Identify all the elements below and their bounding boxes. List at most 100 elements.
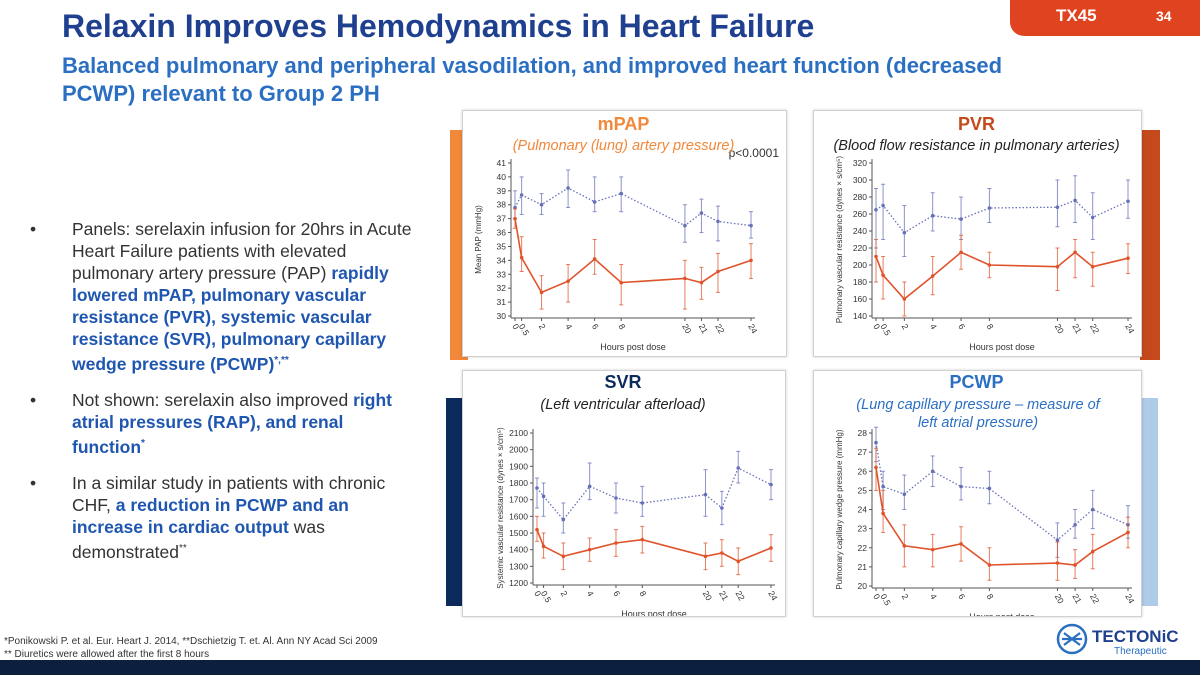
bullet-list: Panels: serelaxin infusion for 20hrs in … (28, 218, 420, 576)
y-tick-label: 33 (497, 269, 507, 279)
data-point (959, 484, 963, 489)
y-tick-label: 2100 (509, 428, 528, 438)
y-tick-label: 200 (853, 260, 867, 270)
pcwp-chart-subtitle: (Lung capillary pressure – measure of le… (856, 397, 1100, 431)
y-tick-label: 1300 (509, 561, 528, 571)
y-tick-label: 240 (853, 226, 867, 236)
data-point (987, 486, 992, 491)
y-tick-label: 37 (497, 214, 507, 224)
page-subtitle: Balanced pulmonary and peripheral vasodi… (62, 53, 1003, 106)
bullet-highlight: * (141, 437, 145, 449)
data-point (987, 563, 992, 567)
y-tick-label: 1900 (509, 461, 528, 471)
y-tick-label: 36 (497, 228, 507, 238)
x-tick-label: 8 (616, 322, 627, 331)
x-axis-label: Hours post dose (969, 612, 1035, 616)
footnote-diuretics: ** Diuretics were allowed after the firs… (4, 649, 210, 660)
data-point (881, 203, 885, 208)
data-point (749, 258, 753, 263)
series-line (875, 467, 1129, 566)
y-tick-label: 32 (497, 283, 507, 293)
data-point (902, 230, 907, 235)
x-tick-label: 4 (585, 589, 596, 598)
data-point (930, 274, 935, 278)
bullet-text: Panels: serelaxin infusion for 20hrs in … (72, 219, 412, 283)
y-axis-label: Systemic vascular resistance (dynes × s/… (496, 427, 505, 589)
data-point (703, 554, 708, 559)
data-point (881, 511, 885, 516)
page-title: Relaxin Improves Hemodynamics in Heart F… (62, 8, 815, 44)
x-tick-label: 8 (985, 322, 996, 331)
pvr-accent-bar (1140, 130, 1160, 360)
bullet-text: Not shown: serelaxin also improved (72, 389, 354, 410)
data-point (959, 217, 963, 221)
data-point (930, 547, 935, 552)
data-point (640, 537, 645, 542)
y-tick-label: 300 (853, 175, 867, 185)
y-tick-label: 26 (858, 466, 868, 476)
data-point (874, 465, 878, 470)
y-tick-label: 22 (858, 543, 868, 553)
data-point (716, 219, 720, 224)
data-point (1090, 549, 1095, 554)
x-tick-label: 21 (1070, 322, 1084, 335)
data-point (1126, 199, 1130, 204)
x-tick-label: 6 (956, 322, 967, 331)
data-point (1055, 561, 1060, 565)
data-point (1090, 215, 1095, 220)
data-point (535, 486, 539, 490)
data-point (541, 544, 546, 549)
x-tick-label: 6 (590, 322, 601, 331)
y-tick-label: 1400 (509, 545, 528, 555)
bullet-text: was demonstrated (72, 516, 325, 562)
bullet-text: ** (179, 542, 187, 554)
data-point (874, 207, 878, 212)
y-tick-label: 39 (497, 186, 507, 196)
mpap-chart-title: mPAP (597, 114, 650, 134)
pcwp-accent-bar (1140, 398, 1158, 606)
y-tick-label: 34 (497, 255, 507, 265)
bottom-bar (0, 660, 1200, 675)
bullet-highlight: *,** (274, 355, 289, 366)
bullet-item: Panels: serelaxin infusion for 20hrs in … (28, 218, 420, 375)
y-tick-label: 28 (858, 428, 868, 438)
data-point (519, 193, 524, 197)
y-tick-label: 2000 (509, 445, 528, 455)
data-point (769, 546, 773, 550)
mpap-chart-panel: 30 31 32 33 34 35 36 37 38 39 40 41 0 0.5 2 4 6 8 20 21 22 24… (462, 110, 787, 357)
x-tick-label: 6 (956, 592, 967, 601)
data-point (699, 211, 704, 215)
series-line (536, 467, 772, 521)
data-point (902, 544, 907, 548)
svr-accent-bar (446, 398, 464, 606)
series-line (514, 218, 752, 294)
series-line (875, 251, 1129, 301)
x-tick-label: 22 (713, 322, 727, 335)
series-line (514, 187, 752, 227)
data-point (1090, 264, 1095, 269)
data-point (1055, 264, 1060, 269)
data-point (699, 280, 704, 285)
data-point (1055, 205, 1060, 209)
y-axis-label: Pulmonary capillary wedge pressure (mmHg… (835, 429, 844, 589)
x-tick-label: 0 (532, 589, 543, 598)
data-point (749, 223, 753, 228)
x-tick-label: 2 (900, 322, 911, 331)
x-tick-label: 20 (701, 589, 715, 602)
data-point (566, 186, 570, 190)
data-point (1126, 256, 1130, 260)
data-point (874, 440, 878, 445)
data-point (1073, 523, 1077, 527)
page-number: 34 (1156, 8, 1172, 24)
data-point (1055, 538, 1060, 542)
data-point (539, 202, 544, 207)
data-point (519, 255, 524, 260)
y-tick-label: 35 (497, 241, 507, 251)
data-point (592, 200, 597, 204)
y-tick-label: 25 (858, 485, 868, 495)
x-tick-label: 0 (871, 322, 882, 331)
x-tick-label: 6 (611, 589, 622, 598)
data-point (683, 223, 687, 228)
series-line (536, 529, 772, 563)
